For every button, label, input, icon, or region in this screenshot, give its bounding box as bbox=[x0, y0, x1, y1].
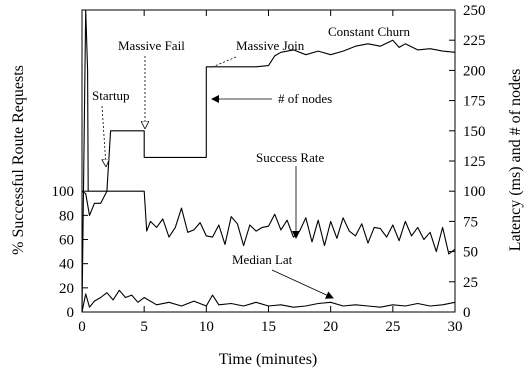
left-tick-label: 100 bbox=[52, 184, 75, 200]
left-axis-ticks: 0 20 40 60 80 100 bbox=[52, 184, 88, 321]
x-tick-label: 25 bbox=[385, 319, 400, 335]
x-axis-ticks: 0 5 10 15 20 25 30 bbox=[78, 10, 463, 335]
annotation-constant-churn: Constant Churn bbox=[328, 24, 410, 39]
right-tick-label: 175 bbox=[463, 94, 486, 110]
right-tick-label: 200 bbox=[463, 63, 486, 79]
left-tick-label: 80 bbox=[59, 208, 74, 224]
annotation-startup-arrow bbox=[102, 105, 106, 166]
annotation-success-rate: Success Rate bbox=[256, 150, 324, 165]
left-tick-label: 60 bbox=[59, 233, 74, 249]
annotation-massive-join: Massive Join bbox=[236, 38, 305, 53]
x-tick-label: 5 bbox=[140, 319, 148, 335]
x-tick-label: 20 bbox=[323, 319, 338, 335]
right-axis-title: Latency (ms) and # of nodes bbox=[507, 69, 524, 252]
x-tick-label: 0 bbox=[78, 319, 86, 335]
right-axis-ticks: 0 25 50 75 100 125 150 175 200 225 250 bbox=[449, 3, 486, 321]
x-tick-label: 15 bbox=[261, 319, 276, 335]
left-axis-title: % Successful Route Requests bbox=[10, 65, 27, 255]
x-axis-title: Time (minutes) bbox=[219, 351, 318, 368]
right-tick-label: 150 bbox=[463, 124, 486, 140]
x-tick-label: 10 bbox=[199, 319, 214, 335]
right-tick-label: 25 bbox=[463, 275, 478, 291]
left-tick-label: 20 bbox=[59, 281, 74, 297]
annotation-num-nodes: # of nodes bbox=[278, 91, 332, 106]
annotation-median-lat: Median Lat bbox=[232, 252, 293, 267]
series-line-success-rate bbox=[81, 190, 456, 255]
x-tick-label: 30 bbox=[448, 319, 463, 335]
right-tick-label: 125 bbox=[463, 154, 486, 170]
right-tick-label: 75 bbox=[463, 214, 478, 230]
annotation-massive-join-leader bbox=[209, 56, 237, 69]
right-tick-label: 0 bbox=[463, 305, 471, 321]
right-tick-label: 100 bbox=[463, 184, 486, 200]
right-tick-label: 50 bbox=[463, 245, 478, 261]
series-line-median-latency bbox=[81, 289, 456, 313]
annotation-median-lat-arrow bbox=[271, 269, 334, 299]
left-tick-label: 40 bbox=[59, 257, 74, 273]
left-tick-label: 0 bbox=[67, 305, 75, 321]
right-tick-label: 250 bbox=[463, 3, 486, 19]
annotation-startup: Startup bbox=[92, 88, 130, 103]
annotation-massive-fail: Massive Fail bbox=[118, 38, 185, 53]
right-tick-label: 225 bbox=[463, 33, 486, 49]
